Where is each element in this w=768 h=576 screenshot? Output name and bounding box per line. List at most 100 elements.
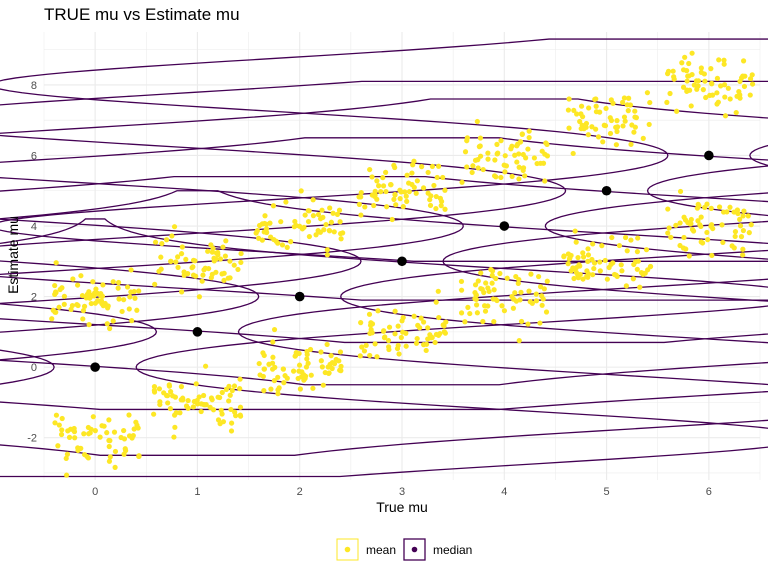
mean-point: [52, 420, 58, 426]
legend-label-median: median: [433, 543, 472, 557]
mean-point: [227, 392, 233, 398]
violin-mu-6: [0, 38, 768, 262]
mean-point: [270, 339, 276, 345]
mean-point: [121, 436, 128, 442]
mean-point: [467, 310, 473, 317]
mean-point: [381, 335, 388, 341]
mean-point: [423, 347, 429, 354]
mean-point: [631, 261, 637, 268]
mean-point: [391, 196, 397, 202]
mean-point: [716, 57, 722, 63]
mean-point: [740, 73, 746, 79]
legend: mean median: [336, 538, 472, 561]
mean-point: [374, 178, 380, 184]
mean-point: [498, 174, 504, 181]
mean-point: [63, 455, 69, 462]
mean-point: [222, 253, 228, 259]
mean-point: [705, 237, 711, 243]
median-point-mu-1: [192, 327, 203, 337]
mean-point: [749, 72, 755, 78]
mean-point: [695, 83, 701, 89]
mean-point: [516, 338, 522, 344]
mean-point: [196, 294, 202, 300]
mean-point: [107, 454, 113, 460]
mean-point: [88, 300, 94, 307]
mean-point: [104, 321, 110, 327]
mean-point: [126, 306, 132, 312]
mean-point: [561, 254, 567, 260]
mean-point: [310, 197, 316, 203]
mean-point: [613, 142, 619, 148]
mean-point: [637, 284, 643, 290]
mean-point: [514, 159, 520, 165]
mean-point: [406, 189, 412, 195]
mean-point: [403, 343, 409, 349]
mean-point: [632, 114, 638, 120]
mean-point: [217, 421, 223, 427]
mean-point: [421, 319, 427, 325]
chart-title: TRUE mu vs Estimate mu: [44, 5, 240, 24]
mean-point: [721, 57, 727, 63]
mean-point: [668, 234, 674, 240]
mean-point: [165, 400, 171, 406]
mean-point: [520, 167, 526, 174]
mean-point: [100, 282, 106, 288]
mean-point: [501, 162, 507, 168]
legend-item-mean: mean: [336, 538, 396, 561]
mean-point: [575, 254, 581, 261]
mean-point: [411, 184, 417, 190]
mean-point: [325, 364, 331, 370]
mean-point: [681, 214, 687, 220]
mean-point: [646, 121, 652, 128]
mean-point: [725, 85, 731, 91]
mean-point: [305, 360, 311, 366]
mean-point: [208, 275, 214, 281]
mean-point: [599, 243, 605, 249]
mean-point: [86, 431, 92, 437]
mean-point: [256, 360, 262, 367]
mean-point: [666, 225, 672, 231]
mean-point: [169, 233, 175, 239]
mean-point: [526, 134, 532, 141]
mean-point: [395, 342, 401, 349]
mean-point: [698, 223, 704, 230]
mean-point: [492, 157, 498, 163]
mean-point: [336, 358, 342, 364]
mean-point: [53, 309, 59, 315]
y-tick-label: -2: [27, 433, 37, 445]
mean-point: [698, 65, 704, 71]
mean-point: [397, 196, 403, 202]
mean-point: [411, 158, 417, 164]
y-tick-label: 2: [31, 292, 37, 304]
mean-point: [688, 221, 694, 227]
mean-point: [280, 366, 286, 372]
mean-point: [167, 405, 173, 412]
x-axis-ticks: 0 1 2 3 4 5 6: [92, 486, 712, 498]
mean-point: [110, 279, 116, 285]
mean-point: [695, 78, 702, 84]
mean-point: [211, 258, 217, 264]
mean-point: [319, 207, 325, 213]
mean-point: [475, 165, 481, 171]
mean-point: [172, 424, 178, 430]
mean-point: [478, 285, 484, 292]
mean-point: [202, 402, 208, 408]
mean-point: [156, 386, 163, 392]
mean-point: [178, 251, 185, 257]
mean-point: [440, 322, 446, 328]
mean-point: [534, 160, 540, 167]
mean-point: [681, 234, 687, 241]
mean-point: [442, 187, 448, 193]
mean-point: [185, 405, 191, 411]
mean-point: [527, 299, 533, 305]
mean-point: [413, 340, 420, 346]
mean-point: [237, 386, 243, 392]
mean-point: [566, 125, 572, 131]
mean-point: [74, 301, 80, 308]
mean-point: [297, 386, 303, 392]
median-point-mu-5: [601, 185, 612, 196]
mean-point: [190, 257, 197, 263]
mean-point: [601, 122, 607, 128]
mean-point: [482, 308, 489, 314]
mean-point: [618, 262, 624, 268]
